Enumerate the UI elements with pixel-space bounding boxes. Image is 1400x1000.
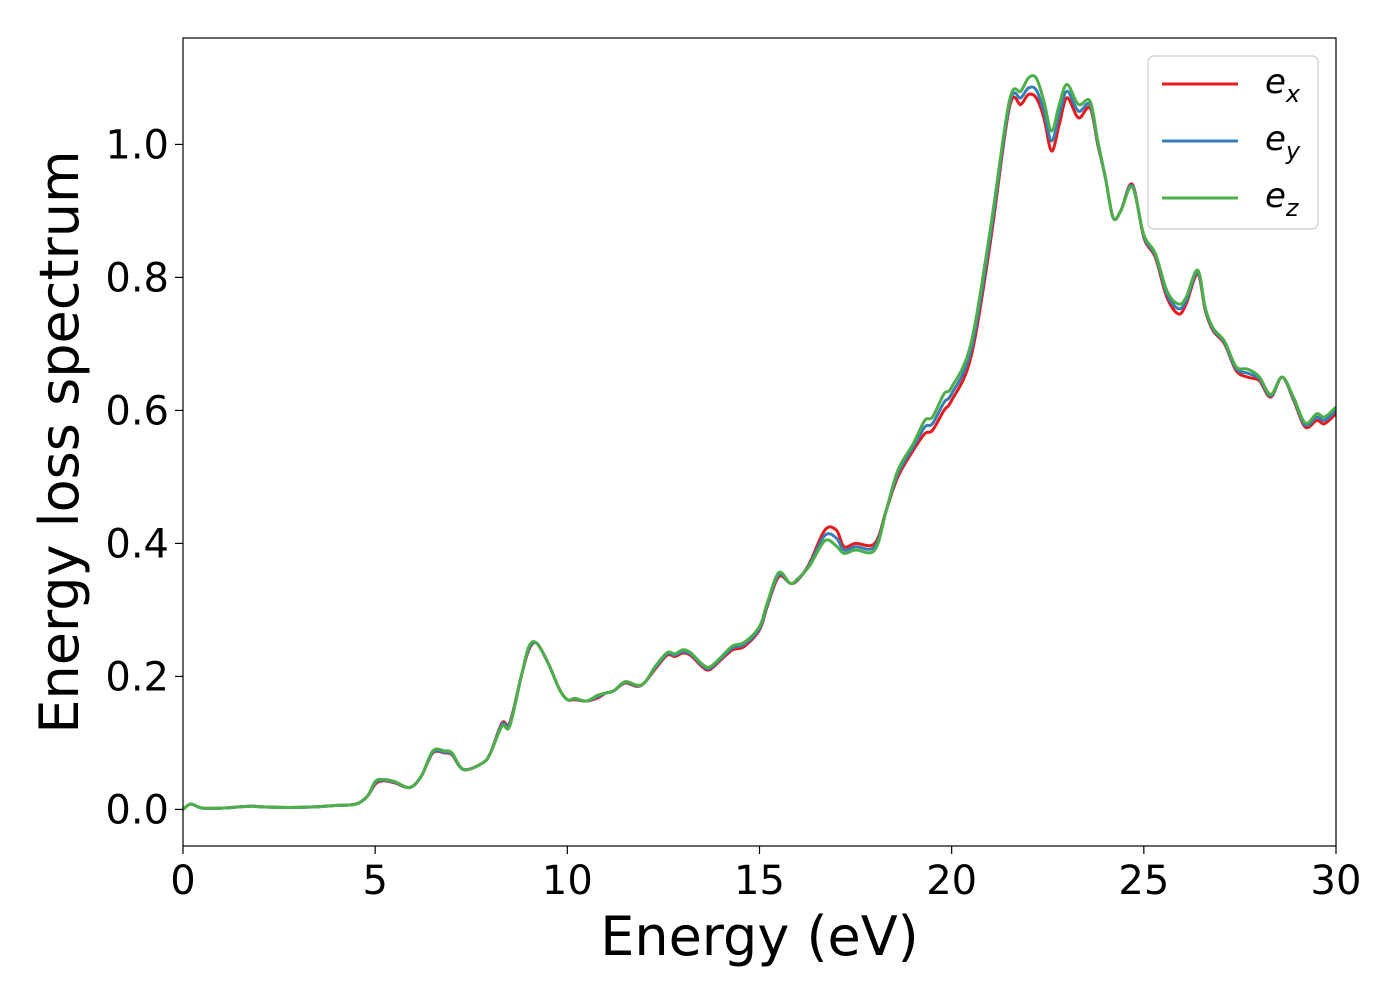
y-tick-label: 0.4 [105, 521, 169, 567]
series-layer [183, 74, 1336, 811]
legend-label-e-z: ez [1265, 176, 1300, 222]
x-tick-label: 0 [170, 858, 195, 904]
legend-label-subscript: z [1285, 194, 1300, 222]
y-tick-label: 1.0 [105, 122, 169, 168]
legend-label-e-x: ex [1265, 62, 1301, 108]
x-tick-label: 5 [362, 858, 387, 904]
legend-label-subscript: y [1285, 137, 1301, 165]
x-tick-label: 10 [542, 858, 593, 904]
series-line-e-z [183, 74, 1336, 811]
y-tick-label: 0.2 [105, 654, 169, 700]
legend-label-e-y: ey [1265, 119, 1301, 165]
legend-label-base: e [1265, 176, 1286, 216]
legend-label-subscript: x [1285, 80, 1301, 108]
y-axis: 0.0 0.2 0.4 0.6 0.8 1.0 [105, 122, 183, 833]
x-tick-label: 30 [1311, 858, 1362, 904]
x-axis: 0 5 10 15 20 25 30 [170, 846, 1361, 904]
x-tick-label: 25 [1118, 858, 1169, 904]
y-axis-label: Energy loss spectrum [28, 150, 91, 733]
y-tick-label: 0.6 [105, 388, 169, 434]
y-tick-label: 0.0 [105, 787, 169, 833]
x-tick-label: 20 [926, 858, 977, 904]
legend-label-base: e [1265, 62, 1286, 102]
y-tick-label: 0.8 [105, 255, 169, 301]
x-tick-label: 15 [734, 858, 785, 904]
x-axis-label: Energy (eV) [600, 905, 919, 968]
legend-label-base: e [1265, 119, 1286, 159]
